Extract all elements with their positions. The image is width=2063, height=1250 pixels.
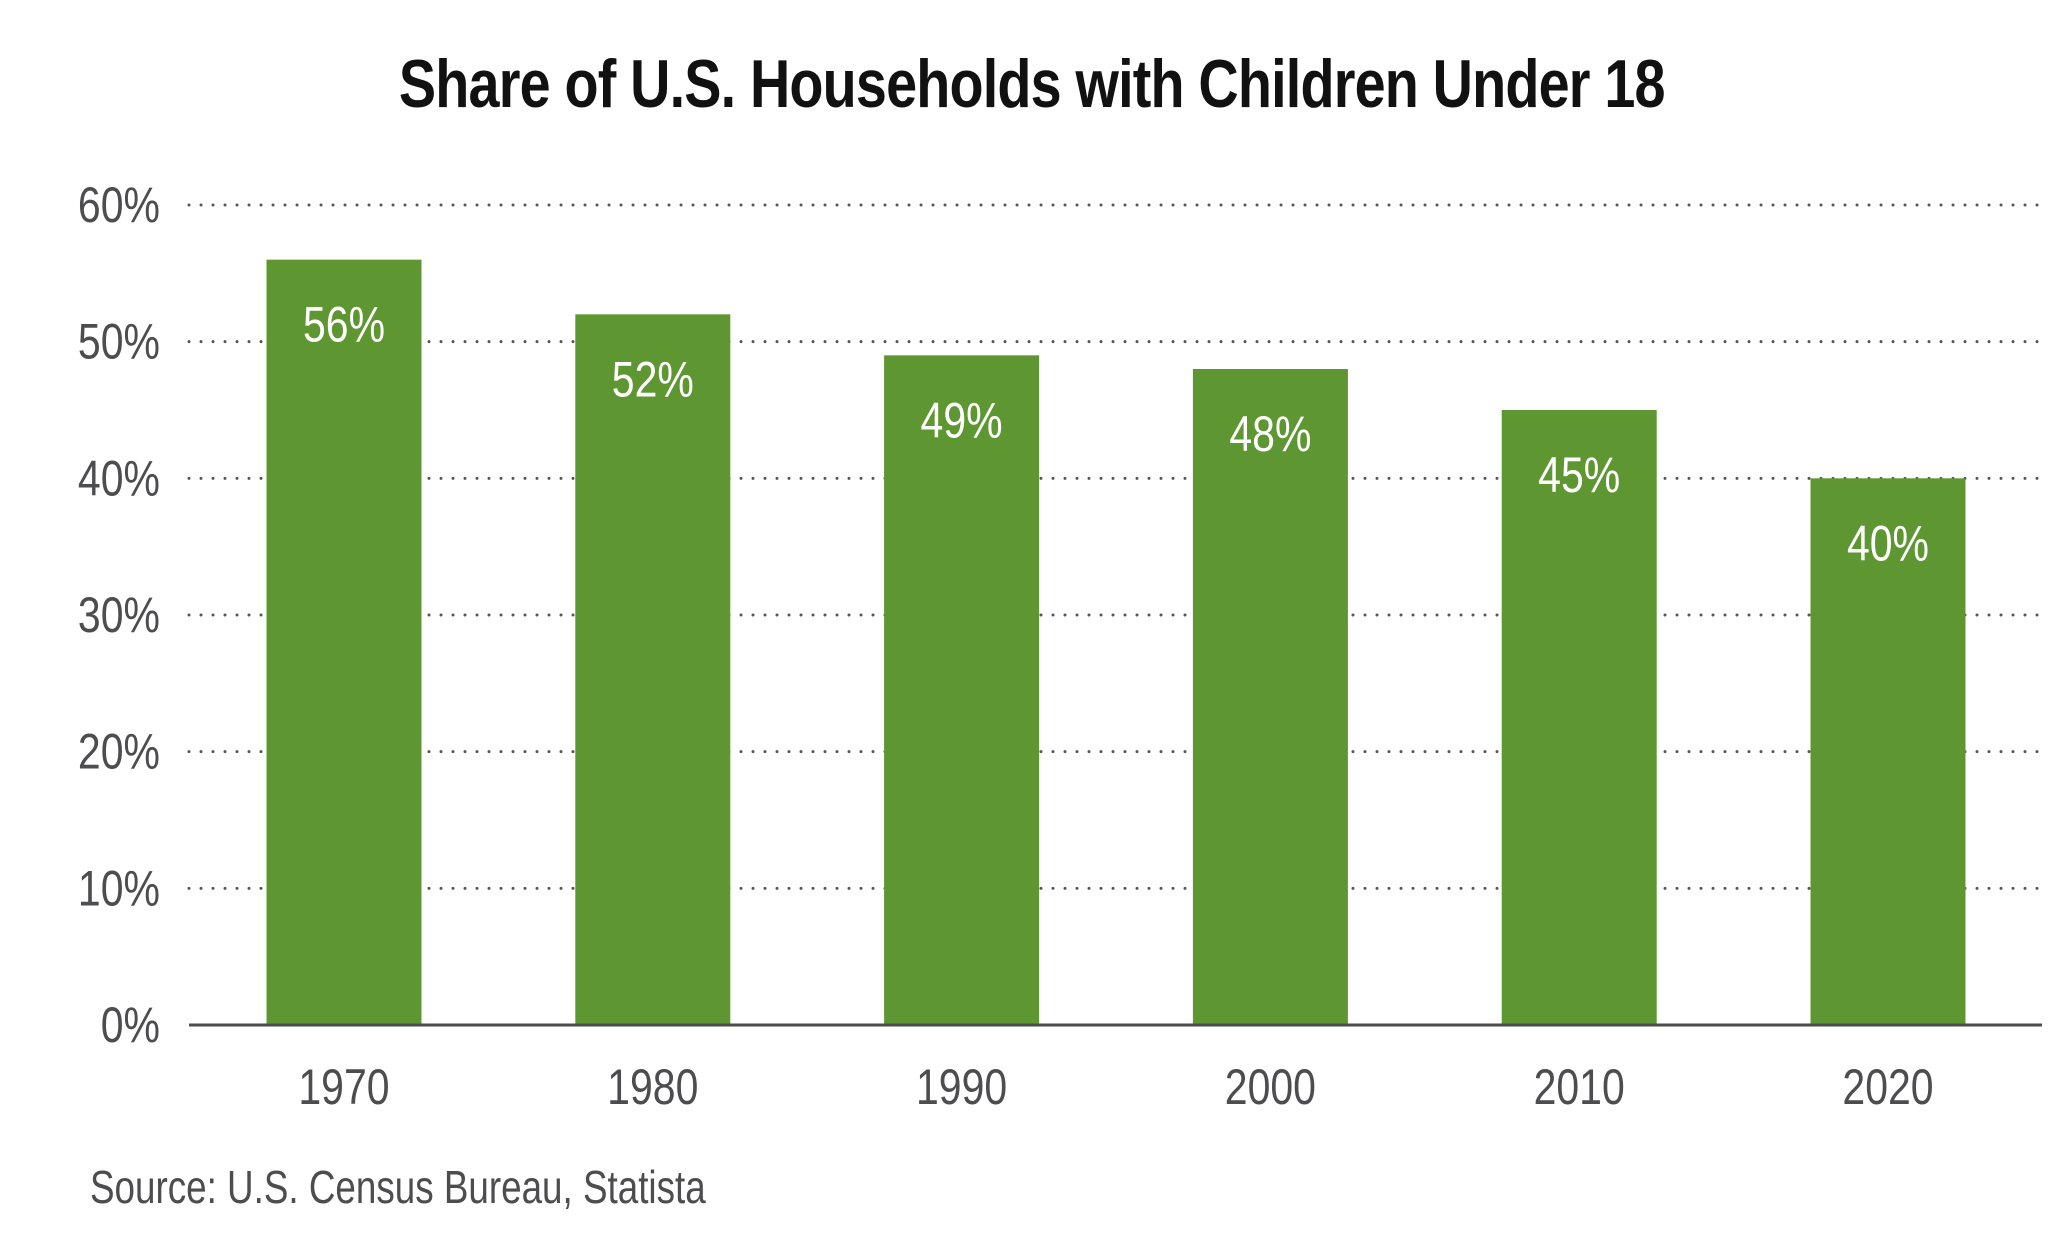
source-note: Source: U.S. Census Bureau, Statista xyxy=(90,1161,706,1213)
bar xyxy=(575,314,731,1025)
data-label: 56% xyxy=(303,297,385,353)
x-tick-label: 2000 xyxy=(1225,1059,1316,1115)
chart-title: Share of U.S. Households with Children U… xyxy=(398,46,1666,122)
data-label: 45% xyxy=(1538,447,1620,503)
y-tick-label: 60% xyxy=(78,177,160,233)
x-tick-label: 1990 xyxy=(916,1059,1007,1115)
bar xyxy=(1810,478,1966,1025)
bar xyxy=(1192,369,1348,1025)
bar xyxy=(1501,410,1657,1025)
y-tick-label: 40% xyxy=(78,450,160,506)
y-tick-label: 10% xyxy=(78,860,160,916)
data-label: 52% xyxy=(612,351,694,407)
bar xyxy=(884,355,1040,1025)
x-tick-label: 1980 xyxy=(607,1059,698,1115)
x-tick-label: 2010 xyxy=(1534,1059,1625,1115)
bar xyxy=(266,259,422,1026)
x-tick-label: 2020 xyxy=(1842,1059,1933,1115)
data-label: 49% xyxy=(921,392,1003,448)
y-tick-label: 20% xyxy=(78,724,160,780)
x-tick-label: 1970 xyxy=(298,1059,389,1115)
y-tick-label: 0% xyxy=(101,997,160,1053)
data-label: 48% xyxy=(1229,406,1311,462)
data-label: 40% xyxy=(1847,515,1929,571)
y-tick-label: 30% xyxy=(78,587,160,643)
y-tick-label: 50% xyxy=(78,314,160,370)
